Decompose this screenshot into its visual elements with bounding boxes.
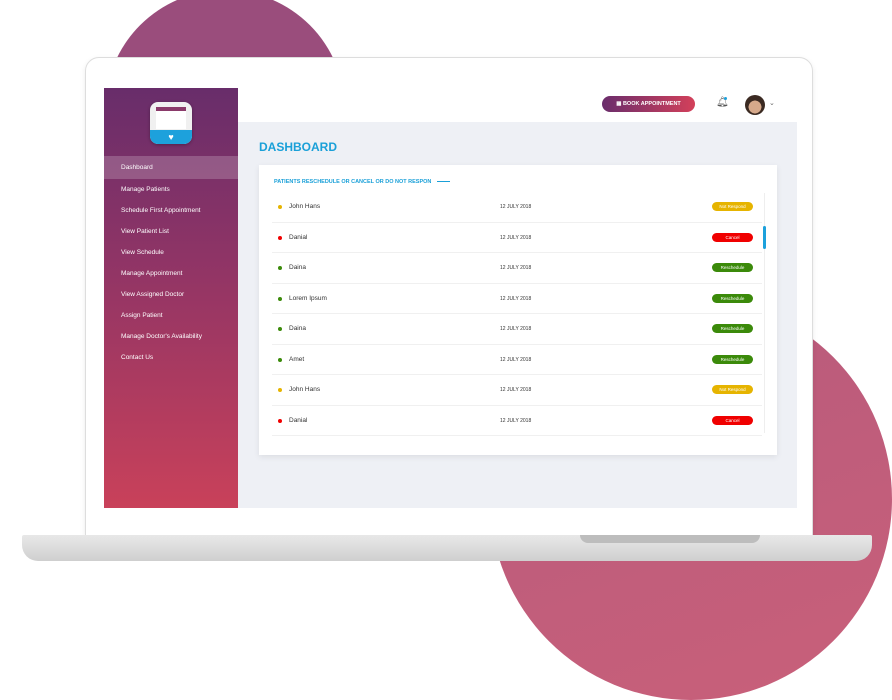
chevron-down-icon[interactable]: ⌄	[769, 100, 775, 107]
book-appointment-button[interactable]: ▦ BOOK APPOINTMENT	[602, 96, 695, 112]
title-underline	[437, 180, 451, 183]
sidebar-item-manage-patients[interactable]: Manage Patients	[121, 186, 170, 193]
appointment-date: 12 JULY 2018	[500, 295, 532, 302]
status-dot	[278, 327, 282, 331]
table-row[interactable]: John Hans 12 JULY 2018 Not Respond	[272, 375, 762, 406]
page-title: DASHBOARD	[259, 140, 337, 154]
table-row[interactable]: Danial 12 JULY 2018 Cancel	[272, 223, 762, 253]
status-dot	[278, 296, 282, 301]
appointment-date: 12 JULY 2018	[500, 356, 532, 363]
patient-name: Danial	[289, 416, 308, 424]
patient-name: Amet	[289, 355, 305, 363]
status-dot	[278, 235, 282, 240]
appointment-date: 12 JULY 2018	[500, 326, 532, 332]
status-dot	[278, 266, 282, 270]
appointment-date: 12 JULY 2018	[500, 234, 532, 241]
sidebar-item-assign-patient[interactable]: Assign Patient	[121, 312, 163, 319]
stethoscope-heart-icon: ♥	[150, 130, 192, 144]
sidebar-item-dashboard[interactable]: Dashboard	[104, 156, 238, 179]
app-logo[interactable]: ♥	[150, 102, 192, 144]
appointment-date: 12 JULY 2018	[500, 387, 532, 393]
status-badge[interactable]: Cancel	[712, 415, 753, 425]
appointment-date: 12 JULY 2018	[500, 265, 532, 271]
patient-name: Lorem Ipsum	[289, 294, 327, 302]
patient-name: John Hans	[289, 386, 321, 393]
status-badge[interactable]: Reschedule	[712, 324, 753, 333]
status-dot	[278, 205, 282, 209]
status-badge[interactable]: Reschedule	[712, 354, 753, 364]
scrollbar-thumb[interactable]	[763, 226, 766, 249]
sidebar-item-view-patient-list[interactable]: View Patient List	[121, 228, 169, 235]
status-badge[interactable]: Not Respond	[712, 202, 753, 211]
top-header: ▦ BOOK APPOINTMENT 🔔︎ ⌄	[238, 88, 797, 122]
card-title: PATIENTS RESCHEDULE OR CANCEL OR DO NOT …	[274, 179, 451, 185]
notification-dot	[724, 97, 727, 100]
table-row[interactable]: Danial 12 JULY 2018 Cancel	[272, 406, 762, 436]
sidebar-item-view-schedule[interactable]: View Schedule	[121, 249, 164, 256]
sidebar: ♥ Dashboard Manage Patients Schedule First…	[104, 88, 238, 508]
avatar[interactable]	[745, 95, 765, 115]
status-badge[interactable]: Not Respond	[712, 385, 753, 394]
sidebar-item-manage-doctor-s-availability[interactable]: Manage Doctor's Availability	[121, 333, 202, 340]
table-row[interactable]: John Hans 12 JULY 2018 Not Respond	[272, 192, 762, 223]
table-row[interactable]: Amet 12 JULY 2018 Reschedule	[272, 345, 762, 375]
sidebar-item-manage-appointment[interactable]: Manage Appointment	[121, 270, 183, 277]
laptop-notch	[580, 535, 760, 543]
patient-name: Danial	[289, 233, 308, 241]
status-dot	[278, 388, 282, 392]
sidebar-item-contact-us[interactable]: Contact Us	[121, 354, 154, 361]
appointment-date: 12 JULY 2018	[500, 417, 532, 424]
bell-icon[interactable]: 🔔︎	[716, 97, 729, 108]
calendar-icon: ▦	[616, 101, 623, 107]
patient-name: Daina	[289, 264, 306, 271]
appointment-date: 12 JULY 2018	[500, 204, 532, 210]
status-dot	[278, 357, 282, 362]
patient-name: Daina	[289, 325, 306, 332]
status-badge[interactable]: Reschedule	[712, 293, 753, 303]
status-dot	[278, 418, 282, 423]
sidebar-menu: Dashboard Manage Patients Schedule First A…	[104, 156, 238, 368]
patient-name: John Hans	[289, 203, 321, 210]
table-row[interactable]: Daina 12 JULY 2018 Reschedule	[272, 253, 762, 284]
scrollbar-track[interactable]	[764, 193, 765, 433]
sidebar-item-view-assigned-doctor[interactable]: View Assigned Doctor	[121, 291, 185, 298]
patients-card: PATIENTS RESCHEDULE OR CANCEL OR DO NOT …	[259, 165, 777, 455]
table-row[interactable]: Lorem Ipsum 12 JULY 2018 Reschedule	[272, 284, 762, 314]
calendar-icon	[156, 107, 186, 129]
status-badge[interactable]: Reschedule	[712, 263, 753, 272]
table-row[interactable]: Daina 12 JULY 2018 Reschedule	[272, 314, 762, 345]
app-screen: ♥ Dashboard Manage Patients Schedule First…	[104, 88, 797, 508]
sidebar-item-schedule-first-appointment[interactable]: Schedule First Appointment	[121, 207, 201, 214]
patient-list: John Hans 12 JULY 2018 Not Respond Dania…	[272, 192, 762, 436]
status-badge[interactable]: Cancel	[712, 232, 753, 242]
